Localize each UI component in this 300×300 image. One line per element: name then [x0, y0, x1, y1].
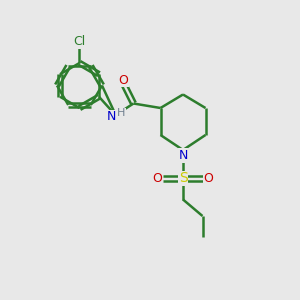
Text: S: S	[178, 172, 188, 185]
Text: N: N	[178, 149, 188, 162]
Text: O: O	[204, 172, 213, 185]
Text: O: O	[153, 172, 162, 185]
Text: O: O	[118, 74, 128, 87]
Text: N: N	[106, 110, 116, 124]
Text: Cl: Cl	[74, 35, 86, 48]
Text: H: H	[117, 108, 125, 118]
